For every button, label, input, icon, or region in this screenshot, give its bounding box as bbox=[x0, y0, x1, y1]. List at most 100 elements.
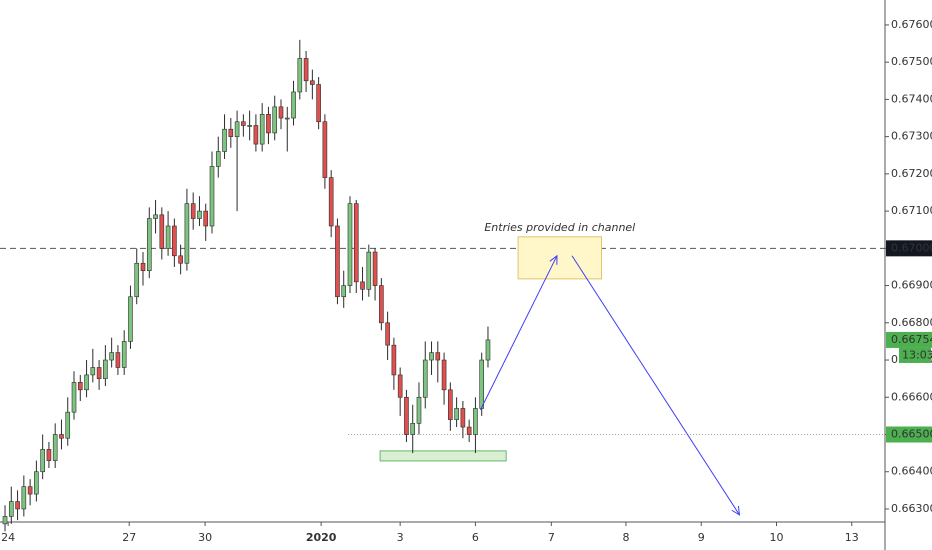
candle-body bbox=[310, 80, 315, 85]
x-tick-label: 2020 bbox=[306, 531, 337, 544]
countdown-box bbox=[899, 347, 931, 363]
candle-body bbox=[284, 117, 290, 120]
candle-body bbox=[360, 281, 365, 290]
candle-body bbox=[121, 341, 127, 368]
x-tick-label: 13 bbox=[845, 531, 859, 544]
candle-body bbox=[65, 411, 71, 439]
candle-body bbox=[90, 367, 96, 376]
x-tick-label: 27 bbox=[122, 531, 136, 544]
candle-body bbox=[228, 128, 234, 137]
candle-body bbox=[203, 210, 209, 227]
candle-body bbox=[46, 449, 52, 461]
y-tick-label: 0.67100 bbox=[891, 204, 932, 217]
y-tick-label: 0.67400 bbox=[891, 92, 932, 105]
candle-body bbox=[448, 389, 453, 420]
x-tick-label: 10 bbox=[769, 531, 783, 544]
y-tick-label: 0.67600 bbox=[891, 18, 932, 31]
candle-body bbox=[454, 408, 459, 420]
y-tick-label: 0.66400 bbox=[891, 465, 932, 478]
x-tick-label: 8 bbox=[622, 531, 629, 544]
y-tick-label: 0.66900 bbox=[891, 279, 932, 292]
y-tick-label: 0.66300 bbox=[891, 502, 932, 515]
candle-body bbox=[134, 262, 140, 298]
candle-body bbox=[128, 296, 133, 342]
arrow-line bbox=[479, 255, 558, 411]
candle-body bbox=[59, 434, 64, 439]
candle-body bbox=[27, 486, 33, 495]
y-tick-label: 0.67300 bbox=[891, 130, 932, 143]
candle-body bbox=[178, 255, 183, 264]
candle-body bbox=[303, 58, 309, 82]
candle-body bbox=[222, 128, 227, 152]
candle-body bbox=[460, 408, 466, 428]
candle-body bbox=[429, 352, 434, 361]
candle-body bbox=[96, 367, 102, 379]
countdown-label: 13:03 bbox=[902, 348, 932, 361]
candle-body bbox=[247, 125, 252, 127]
candle-body bbox=[197, 210, 202, 219]
last-price-box bbox=[886, 331, 932, 348]
x-tick-label: 24 bbox=[1, 531, 15, 544]
y-tick-label: 0.67500 bbox=[891, 55, 932, 68]
candle-body bbox=[84, 374, 89, 391]
candle-body bbox=[103, 359, 108, 379]
candle-body bbox=[322, 121, 328, 178]
candle-body bbox=[165, 225, 171, 249]
x-tick-label: 9 bbox=[698, 531, 705, 544]
annotation-text: Entries provided in channel bbox=[484, 221, 635, 234]
candle-body bbox=[34, 471, 39, 495]
candle-body bbox=[115, 352, 121, 368]
candle-body bbox=[259, 114, 265, 145]
candle-body bbox=[77, 382, 83, 391]
y-tick-label: 0.66800 bbox=[891, 316, 932, 329]
price-label-box bbox=[886, 240, 932, 257]
candle-body bbox=[21, 486, 27, 510]
y-tick-label: 0.66600 bbox=[891, 390, 932, 403]
candle-body bbox=[109, 352, 114, 361]
candle-body bbox=[479, 359, 485, 409]
candle-body bbox=[159, 214, 165, 249]
candle-body bbox=[184, 203, 190, 264]
candle-body bbox=[379, 285, 384, 324]
candle-body bbox=[146, 218, 152, 271]
candle-body bbox=[347, 203, 353, 286]
price-label: 0.66500 bbox=[891, 428, 932, 441]
candle-body bbox=[40, 449, 45, 473]
candle-body bbox=[422, 359, 428, 398]
candle-body bbox=[52, 434, 58, 461]
candle-body bbox=[209, 166, 215, 227]
candle-body bbox=[172, 225, 177, 257]
candle-body bbox=[190, 203, 196, 219]
candle-body bbox=[278, 106, 284, 119]
candle-body bbox=[341, 285, 347, 298]
arrow-head bbox=[549, 254, 558, 265]
candle-body bbox=[466, 426, 472, 435]
candle-body bbox=[253, 125, 259, 145]
candle-body bbox=[328, 177, 334, 227]
candle-body bbox=[404, 396, 409, 435]
candle-body bbox=[441, 359, 447, 391]
last-price-label: 0.66754 bbox=[891, 333, 932, 346]
candle-body bbox=[215, 151, 221, 167]
candle-body bbox=[397, 374, 403, 398]
candle-body bbox=[391, 344, 397, 376]
arrow-head bbox=[731, 505, 741, 516]
candle-body bbox=[71, 382, 77, 413]
candle-body bbox=[266, 114, 271, 134]
candle-body bbox=[353, 203, 359, 283]
x-tick-label: 30 bbox=[198, 531, 212, 544]
candle-body bbox=[372, 251, 378, 286]
x-tick-label: 7 bbox=[548, 531, 555, 544]
candle-body bbox=[473, 408, 478, 435]
zone-box bbox=[517, 236, 602, 280]
x-tick-label: 3 bbox=[397, 531, 404, 544]
candle-body bbox=[140, 262, 146, 271]
price-label-box bbox=[886, 426, 932, 443]
zone-box bbox=[379, 450, 507, 462]
candle-body bbox=[241, 121, 246, 126]
candle-body bbox=[410, 423, 416, 435]
candle-body bbox=[416, 396, 422, 424]
candle-body bbox=[366, 251, 372, 290]
